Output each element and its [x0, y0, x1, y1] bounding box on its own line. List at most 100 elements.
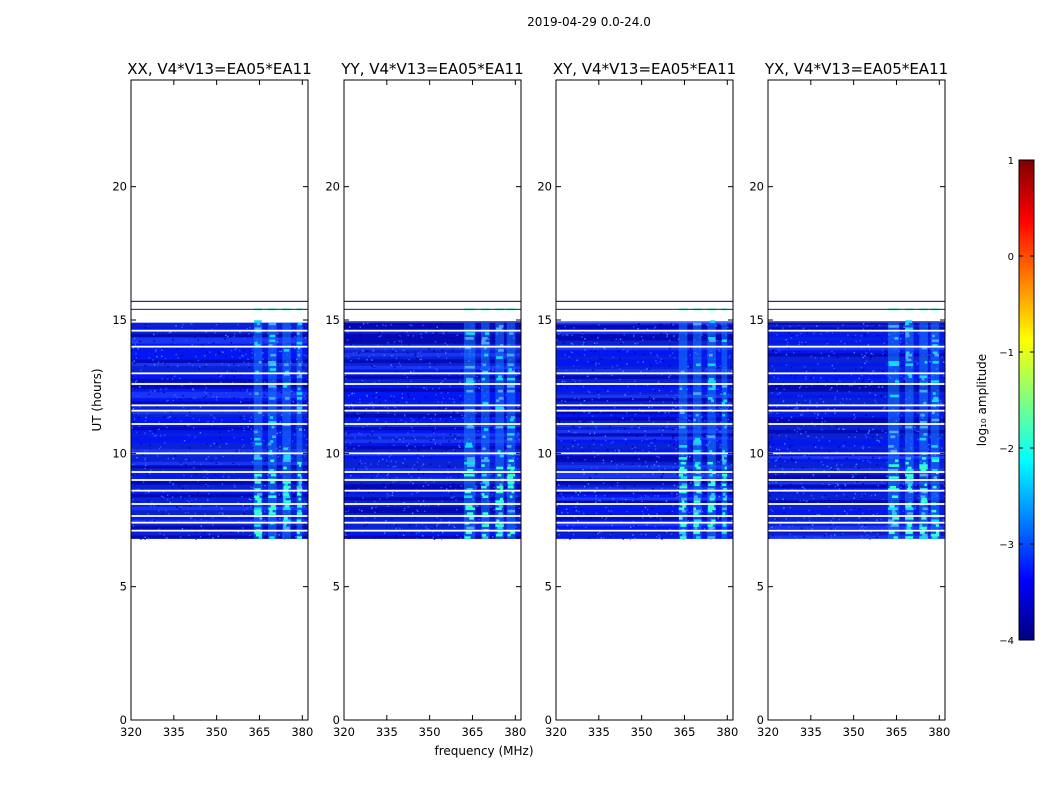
- heatmap-speckle: [667, 416, 669, 418]
- heatmap-speckle: [650, 352, 652, 354]
- heatmap-speckle: [625, 338, 627, 340]
- heatmap-speckle: [584, 458, 586, 461]
- heatmap-speckle: [776, 393, 779, 395]
- heatmap-speckle: [728, 370, 730, 373]
- heatmap-row: [556, 500, 733, 504]
- channel-pixel: [465, 332, 475, 335]
- heatmap-speckle: [882, 370, 884, 372]
- heatmap-speckle: [290, 472, 293, 475]
- heatmap-speckle: [239, 357, 241, 359]
- heatmap-speckle: [668, 376, 670, 378]
- heatmap-speckle: [403, 415, 406, 417]
- flag-gap: [131, 383, 308, 385]
- channel-pixel: [268, 495, 277, 499]
- heatmap-speckle: [146, 413, 148, 415]
- heatmap-speckle: [616, 464, 618, 466]
- channel-pixel: [283, 466, 287, 470]
- heatmap-row: [768, 388, 945, 392]
- heatmap-speckle: [842, 397, 844, 400]
- heatmap-speckle: [244, 381, 246, 383]
- heatmap-speckle: [829, 523, 831, 525]
- heatmap-speckle: [770, 437, 773, 439]
- heatmap-speckle: [813, 332, 815, 335]
- heatmap-speckle: [927, 508, 929, 511]
- heatmap-speckle: [941, 356, 944, 358]
- channel-pixel: [724, 425, 727, 429]
- channel-pixel: [497, 449, 501, 453]
- heatmap-speckle: [729, 402, 731, 404]
- heatmap-speckle: [805, 386, 808, 388]
- heatmap-speckle: [205, 485, 207, 487]
- heatmap-speckle: [450, 493, 452, 495]
- heatmap-speckle: [824, 420, 826, 423]
- heatmap-speckle: [768, 412, 770, 415]
- heatmap-speckle: [641, 500, 644, 503]
- heatmap-speckle: [230, 527, 233, 529]
- heatmap-speckle: [422, 324, 424, 326]
- heatmap-speckle: [241, 438, 244, 441]
- x-tick-label: 320: [757, 725, 779, 739]
- heatmap-speckle: [160, 495, 163, 497]
- heatmap-speckle: [676, 492, 678, 495]
- channel-pixel: [256, 322, 260, 326]
- heatmap-speckle: [215, 505, 217, 508]
- heatmap-speckle: [407, 432, 409, 434]
- heatmap-speckle: [821, 447, 823, 449]
- channel-pixel: [680, 461, 686, 465]
- heatmap-row: [131, 423, 308, 427]
- heatmap-speckle: [648, 419, 650, 421]
- heatmap-speckle: [251, 331, 253, 333]
- flag-gap: [768, 452, 945, 455]
- heatmap-speckle: [654, 448, 657, 451]
- heatmap-speckle: [781, 469, 784, 471]
- heatmap-speckle: [185, 403, 188, 405]
- heatmap-speckle: [374, 511, 376, 514]
- heatmap-speckle: [642, 463, 644, 465]
- heatmap-speckle: [156, 406, 158, 408]
- channel-pixel: [466, 389, 474, 393]
- heatmap-speckle: [803, 424, 805, 427]
- heatmap-row: [344, 346, 521, 351]
- heatmap-speckle: [690, 482, 692, 484]
- channel-pixel: [268, 512, 276, 515]
- heatmap-speckle: [607, 390, 609, 392]
- heatmap-speckle: [769, 328, 772, 331]
- heatmap-speckle: [801, 478, 803, 480]
- heatmap-speckle: [183, 526, 186, 528]
- heatmap-speckle: [651, 442, 653, 444]
- heatmap-speckle: [862, 528, 865, 530]
- heatmap-speckle: [354, 456, 356, 459]
- heatmap-speckle: [824, 384, 827, 386]
- heatmap-speckle: [835, 378, 838, 381]
- channel-pixel: [509, 495, 513, 499]
- heatmap-speckle: [407, 392, 409, 395]
- channel-pixel: [708, 377, 715, 381]
- heatmap-speckle: [582, 385, 585, 388]
- channel-pixel: [466, 425, 475, 429]
- heatmap-speckle: [519, 325, 521, 327]
- heatmap-speckle: [927, 449, 930, 451]
- heatmap-speckle: [637, 327, 639, 330]
- channel-pixel: [709, 495, 716, 499]
- heatmap-speckle: [837, 468, 839, 471]
- channel-pixel: [924, 483, 928, 487]
- heatmap-speckle: [275, 334, 278, 336]
- heatmap-speckle: [716, 440, 718, 442]
- heatmap-speckle: [560, 492, 563, 495]
- heatmap-speckle: [833, 408, 836, 410]
- heatmap-speckle: [576, 501, 579, 504]
- heatmap-speckle: [365, 523, 368, 526]
- heatmap-speckle: [206, 351, 208, 353]
- heatmap-speckle: [592, 343, 595, 345]
- heatmap-speckle: [231, 381, 234, 384]
- heatmap-speckle: [372, 491, 375, 494]
- heatmap-row: [131, 362, 308, 367]
- heatmap-speckle: [638, 408, 641, 411]
- channel-pixel: [482, 447, 486, 451]
- flag-gap: [344, 409, 521, 412]
- heatmap-speckle: [290, 520, 292, 523]
- heatmap-speckle: [657, 356, 659, 358]
- heatmap-speckle: [477, 436, 480, 439]
- heatmap-speckle: [846, 512, 849, 515]
- channel-pixel: [708, 509, 713, 513]
